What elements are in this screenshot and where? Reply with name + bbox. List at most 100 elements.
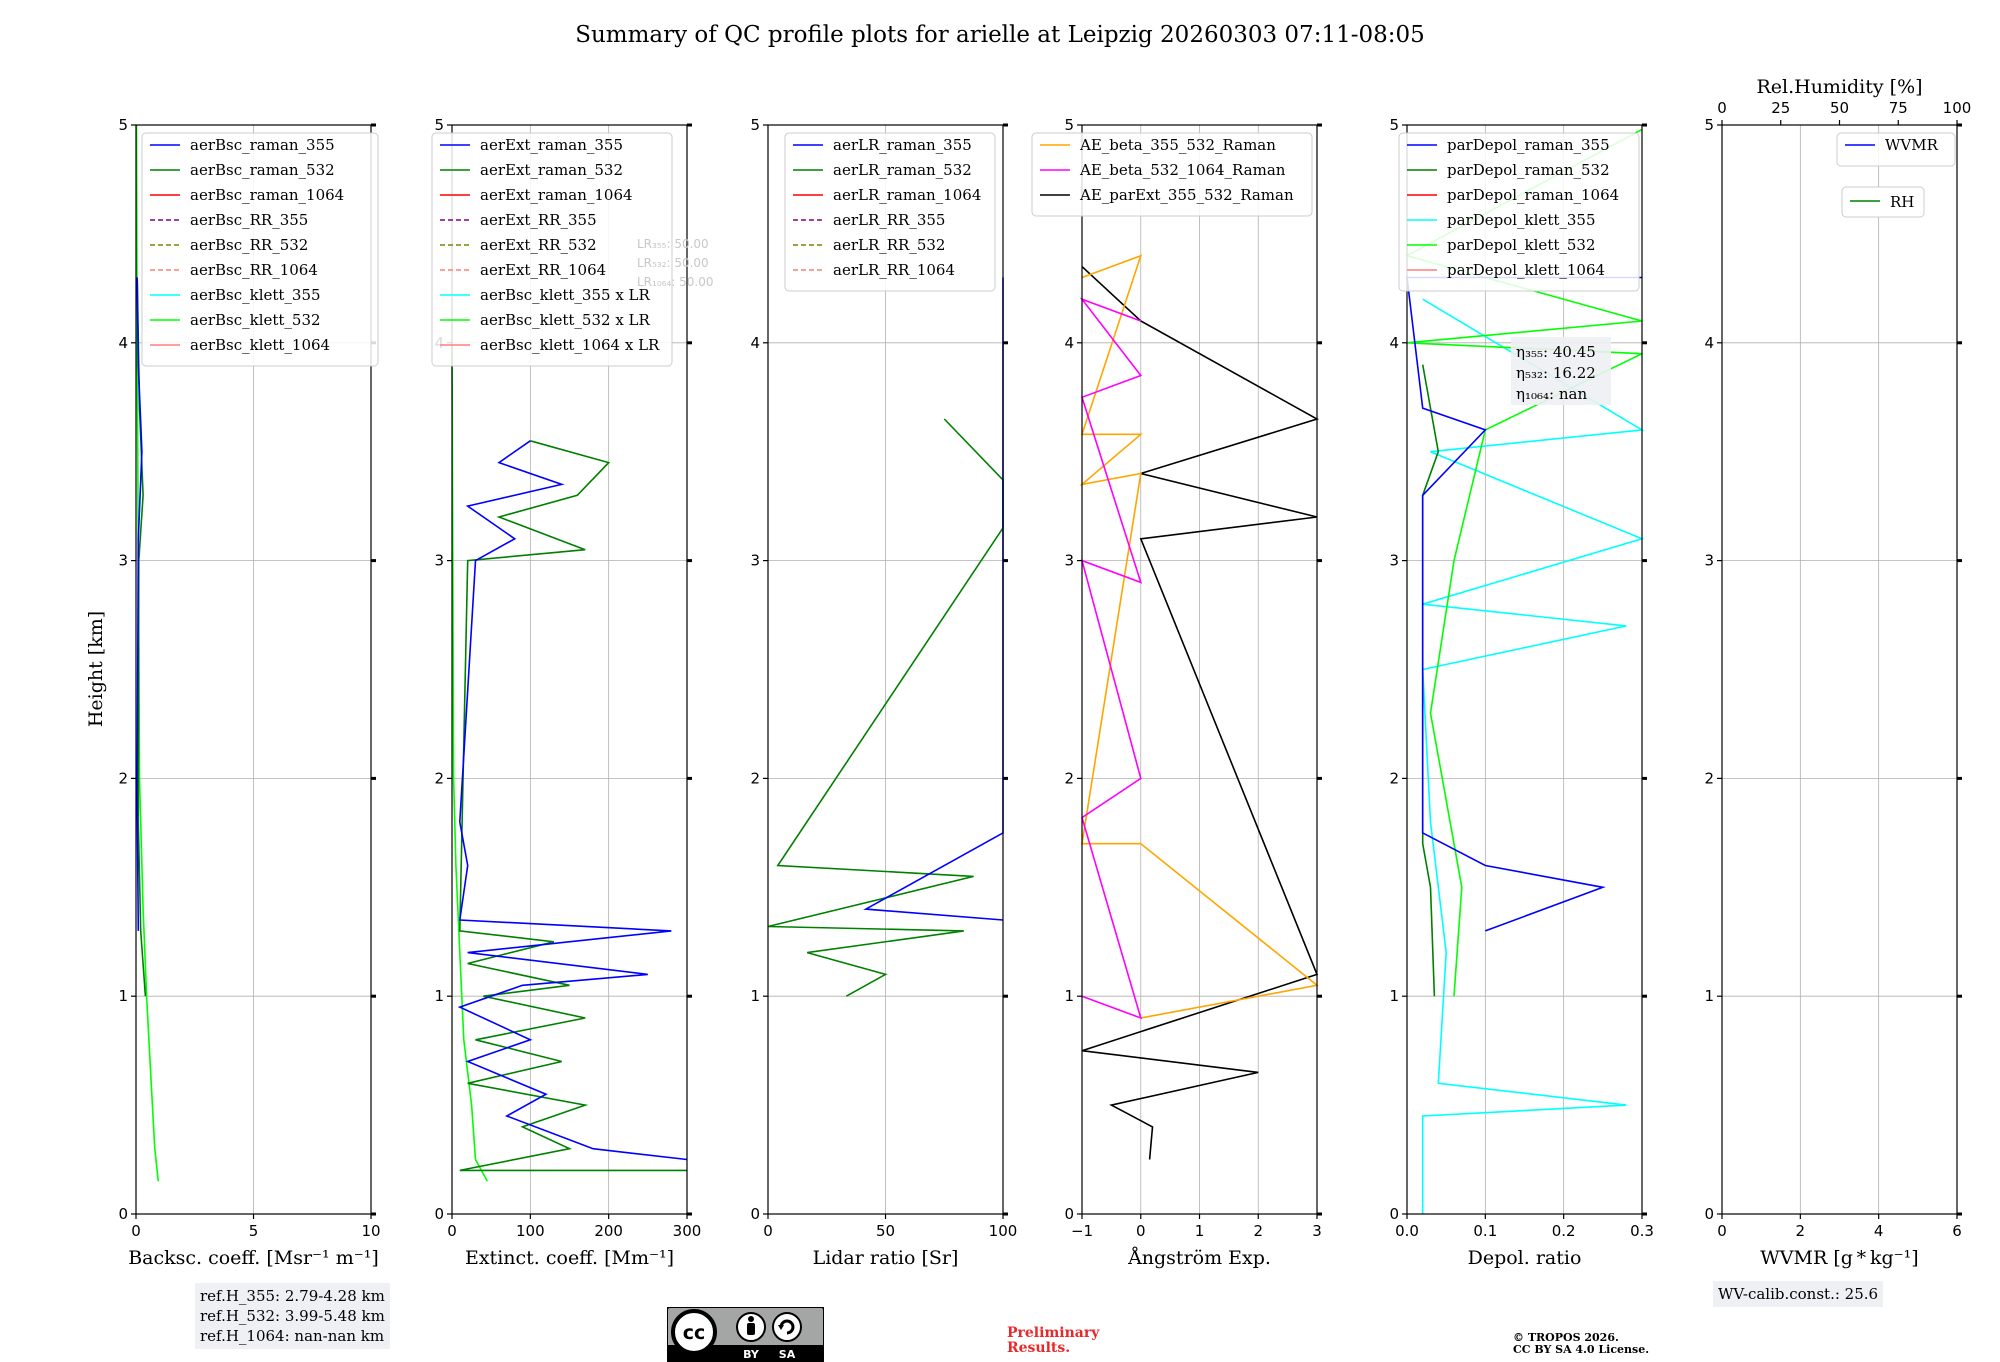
series-aerExt_raman_532 bbox=[458, 440, 687, 1172]
legend-label: aerBsc_raman_532 bbox=[190, 161, 335, 179]
legend-label: AE_beta_355_532_Raman bbox=[1079, 136, 1276, 154]
y-tick-label: 0 bbox=[1704, 1205, 1714, 1223]
eta-value: η₁₀₆₄: nan bbox=[1516, 385, 1587, 403]
legend-label: parDepol_klett_532 bbox=[1447, 236, 1596, 254]
legend: parDepol_raman_355 parDepol_raman_532 parD… bbox=[1398, 132, 1640, 292]
y-tick-label: 3 bbox=[1704, 552, 1714, 570]
y-tick-label: 0 bbox=[1389, 1205, 1399, 1223]
legend-box bbox=[431, 132, 673, 367]
legend-label: RH bbox=[1890, 193, 1914, 211]
y-tick-label: 4 bbox=[1389, 334, 1399, 352]
legend-label: aerLR_RR_355 bbox=[833, 211, 945, 229]
y-tick-label: 3 bbox=[1064, 552, 1074, 570]
copyright-line-1: © TROPOS 2026. bbox=[1513, 1331, 1619, 1344]
x-tick-label: 200 bbox=[594, 1222, 623, 1240]
legend-label: parDepol_klett_355 bbox=[1447, 211, 1596, 229]
legend-label: aerBsc_RR_355 bbox=[190, 211, 308, 229]
copyright-note: © TROPOS 2026. CC BY SA 4.0 License. bbox=[1513, 1332, 1649, 1356]
legend-box bbox=[1031, 132, 1313, 217]
legend-label: parDepol_raman_1064 bbox=[1447, 186, 1619, 204]
y-tick-label: 4 bbox=[118, 334, 128, 352]
x-tick-label: 0.3 bbox=[1630, 1222, 1654, 1240]
copyright-line-2: CC BY SA 4.0 License. bbox=[1513, 1343, 1650, 1356]
eta-value: η₃₅₅: 40.45 bbox=[1516, 343, 1596, 361]
x-tick-label: 100 bbox=[516, 1222, 545, 1240]
legend-box bbox=[141, 132, 379, 367]
svg-text:cc: cc bbox=[683, 1322, 706, 1344]
legend-label: parDepol_raman_532 bbox=[1447, 161, 1610, 179]
x-tick-label: 0 bbox=[131, 1222, 141, 1240]
legend-rh: RH bbox=[1841, 186, 1925, 218]
y-tick-label: 3 bbox=[750, 552, 760, 570]
y-tick-label: 5 bbox=[1064, 116, 1074, 134]
legend-label: aerExt_raman_1064 bbox=[480, 186, 633, 204]
legend-label: aerExt_raman_532 bbox=[480, 161, 623, 179]
top-x-tick-label: 0 bbox=[1717, 99, 1727, 117]
x-tick-label: 0 bbox=[1136, 1222, 1146, 1240]
top-x-tick-label: 75 bbox=[1889, 99, 1908, 117]
series-parDepol_klett_355 bbox=[1421, 298, 1645, 1214]
preliminary-line-1: Preliminary bbox=[1007, 1325, 1100, 1341]
y-tick-label: 2 bbox=[750, 769, 760, 787]
x-tick-label: 0 bbox=[763, 1222, 773, 1240]
legend-label: aerBsc_klett_1064 x LR bbox=[480, 336, 660, 354]
x-tick-label: 0.2 bbox=[1552, 1222, 1576, 1240]
top-x-tick-label: 50 bbox=[1830, 99, 1849, 117]
preliminary-note: Preliminary Results. bbox=[1007, 1326, 1099, 1356]
legend-label: AE_beta_532_1064_Raman bbox=[1079, 161, 1286, 179]
legend-label: WVMR bbox=[1885, 136, 1939, 154]
legend-label: aerLR_raman_355 bbox=[833, 136, 972, 154]
wv-calib-const: WV-calib.const.: 25.6 bbox=[1718, 1285, 1879, 1303]
legend-box bbox=[784, 132, 996, 292]
legend-label: aerBsc_klett_532 x LR bbox=[480, 311, 651, 329]
legend: aerBsc_raman_355 aerBsc_raman_532 aerBsc_r… bbox=[141, 132, 379, 367]
legend-label: aerLR_RR_532 bbox=[833, 236, 945, 254]
panel-1: 0 1 2 3 4 5 0 5 10 Backsc. coeff. [Msr⁻¹ m⁻¹] aerB… bbox=[118, 116, 380, 1269]
legend-label: aerLR_raman_1064 bbox=[833, 186, 981, 204]
plot-frame bbox=[451, 124, 688, 1215]
series-aerBsc_klett_532 x LR bbox=[451, 342, 489, 1182]
x-tick-label: 3 bbox=[1312, 1222, 1322, 1240]
lr-annotation: LR₁₀₆₄: 50.00 bbox=[637, 275, 713, 289]
x-tick-label: 0.0 bbox=[1395, 1222, 1419, 1240]
series-AE_beta_355_532_Raman bbox=[1079, 254, 1319, 1019]
series-aerBsc_raman_355 bbox=[136, 277, 143, 931]
top-x-tick-label: 100 bbox=[1943, 99, 1972, 117]
y-tick-label: 1 bbox=[1389, 987, 1399, 1005]
y-tick-label: 4 bbox=[1064, 334, 1074, 352]
x-tick-label: 50 bbox=[876, 1222, 895, 1240]
top-x-tick-label: 25 bbox=[1771, 99, 1790, 117]
legend: aerExt_raman_355 aerExt_raman_532 aerExt_r… bbox=[431, 132, 673, 367]
y-tick-label: 2 bbox=[118, 769, 128, 787]
x-axis-label: Lidar ratio [Sr] bbox=[813, 1247, 959, 1269]
eta-annotation: η₃₅₅: 40.45 η₅₃₂: 16.22 η₁₀₆₄: nan bbox=[1511, 337, 1611, 405]
legend-label: aerLR_RR_1064 bbox=[833, 261, 955, 279]
legend-label: aerBsc_klett_1064 bbox=[190, 336, 330, 354]
series-aerBsc_klett_532 bbox=[135, 124, 160, 1182]
plot-frame bbox=[1406, 124, 1643, 1215]
x-axis-label: Extinct. coeff. [Mm⁻¹] bbox=[465, 1247, 674, 1269]
y-tick-label: 4 bbox=[1704, 334, 1714, 352]
eta-value: η₅₃₂: 16.22 bbox=[1516, 364, 1596, 382]
y-tick-label: 3 bbox=[434, 552, 444, 570]
y-tick-label: 2 bbox=[1389, 769, 1399, 787]
y-tick-label: 5 bbox=[1704, 116, 1714, 134]
y-tick-label: 2 bbox=[1704, 769, 1714, 787]
x-tick-label: 0.1 bbox=[1473, 1222, 1497, 1240]
x-tick-label: 2 bbox=[1796, 1222, 1806, 1240]
x-tick-label: 2 bbox=[1253, 1222, 1263, 1240]
series-AE_parExt_355_532_Raman bbox=[1081, 266, 1320, 1160]
y-tick-label: 5 bbox=[118, 116, 128, 134]
y-tick-label: 2 bbox=[1064, 769, 1074, 787]
figure-title: Summary of QC profile plots for arielle … bbox=[575, 22, 1425, 48]
legend-label: aerLR_raman_532 bbox=[833, 161, 972, 179]
x-axis-label: Backsc. coeff. [Msr⁻¹ m⁻¹] bbox=[128, 1247, 379, 1269]
wv-calib-box: WV-calib.const.: 25.6 bbox=[1713, 1281, 1884, 1307]
legend-label: aerBsc_klett_532 bbox=[190, 311, 321, 329]
legend-label: aerBsc_raman_1064 bbox=[190, 186, 344, 204]
x-tick-label: 5 bbox=[249, 1222, 259, 1240]
legend: WVMR bbox=[1836, 132, 1956, 167]
